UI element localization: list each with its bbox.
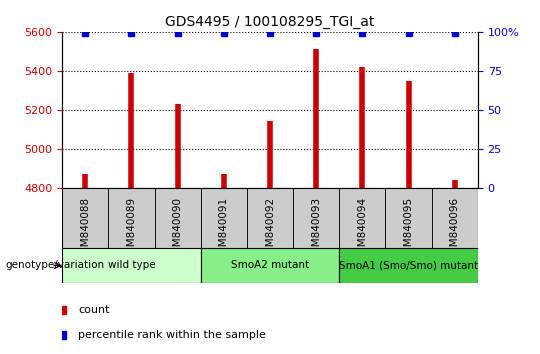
Text: GSM840093: GSM840093 (311, 197, 321, 260)
Bar (339, 248, 478, 283)
Text: genotype/variation: genotype/variation (5, 261, 105, 270)
Bar (62, 248, 201, 283)
Text: count: count (78, 305, 110, 315)
Bar (386, 188, 431, 248)
Text: GSM840091: GSM840091 (219, 197, 229, 260)
Title: GDS4495 / 100108295_TGI_at: GDS4495 / 100108295_TGI_at (165, 16, 375, 29)
Text: SmoA2 mutant: SmoA2 mutant (231, 261, 309, 270)
Bar (247, 188, 293, 248)
Bar (201, 248, 339, 283)
Bar (62, 188, 109, 248)
Text: GSM840092: GSM840092 (265, 197, 275, 260)
Text: GSM840094: GSM840094 (357, 197, 367, 260)
Bar (431, 188, 478, 248)
Text: SmoA1 (Smo/Smo) mutant: SmoA1 (Smo/Smo) mutant (339, 261, 478, 270)
Bar (201, 188, 247, 248)
Text: GSM840095: GSM840095 (403, 197, 414, 260)
Text: percentile rank within the sample: percentile rank within the sample (78, 330, 266, 339)
Bar (109, 188, 154, 248)
Bar (293, 188, 339, 248)
Text: GSM840088: GSM840088 (80, 197, 90, 260)
Text: wild type: wild type (107, 261, 155, 270)
Bar (154, 188, 201, 248)
Bar (339, 188, 386, 248)
Text: GSM840089: GSM840089 (126, 197, 137, 260)
Text: GSM840096: GSM840096 (450, 197, 460, 260)
Text: GSM840090: GSM840090 (173, 197, 183, 259)
